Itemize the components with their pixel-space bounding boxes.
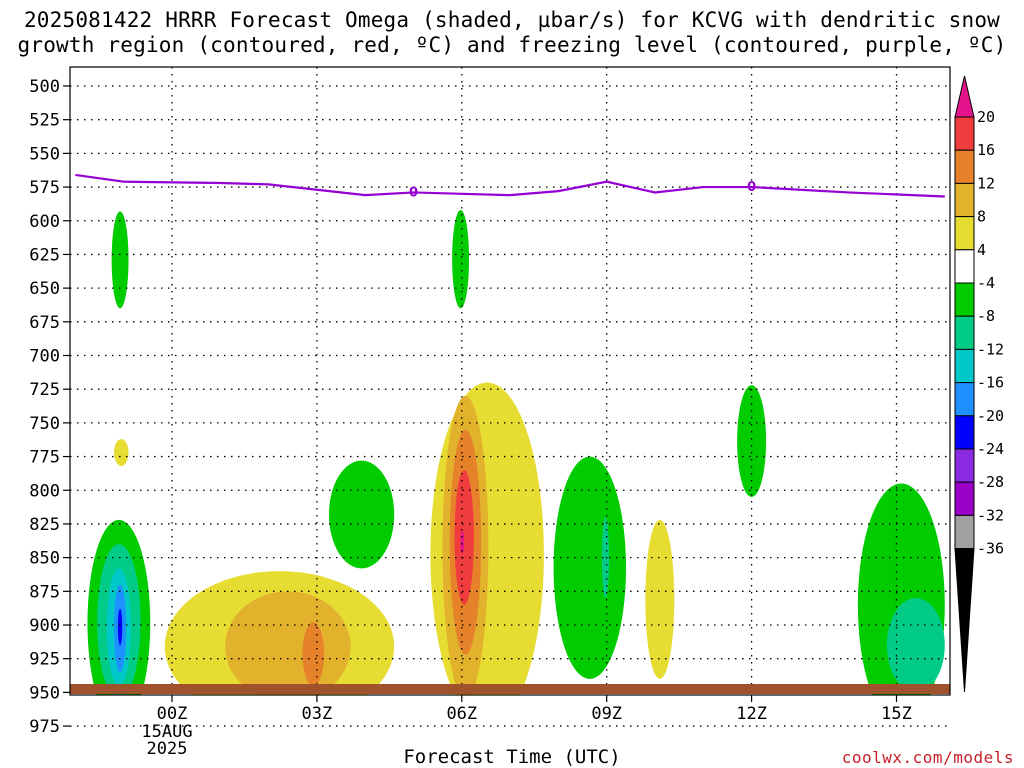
y-tick-label: 625 — [29, 245, 60, 265]
x-tick-sublabel: 2025 — [147, 739, 188, 759]
colorbar-label: 16 — [977, 141, 995, 159]
omega-region-0 — [111, 211, 129, 309]
omega-region-16 — [645, 519, 675, 679]
colorbar-label: -32 — [977, 506, 1004, 524]
omega-shaded-regions — [87, 209, 945, 695]
colorbar-top-arrow — [954, 75, 975, 118]
y-tick-label: 800 — [29, 481, 60, 501]
omega-region-1 — [452, 209, 470, 309]
x-tick-label: 15Z — [881, 704, 912, 724]
y-tick-label: 925 — [29, 650, 60, 670]
omega-region-2 — [737, 385, 767, 497]
colorbar-segment — [954, 116, 975, 151]
y-tick-label: 650 — [29, 279, 60, 299]
y-tick-label: 825 — [29, 515, 60, 535]
omega-region-12 — [886, 598, 945, 693]
y-tick-label: 575 — [29, 178, 60, 198]
colorbar-label: -8 — [977, 307, 995, 325]
x-tick-sublabel: 15AUG — [141, 722, 192, 742]
omega-region-3 — [328, 460, 395, 569]
colorbar-label: -12 — [977, 340, 1004, 358]
y-tick-label: 775 — [29, 448, 60, 468]
colorbar-label: 8 — [977, 208, 986, 226]
colorbar-segment — [954, 514, 975, 550]
y-tick-label: 525 — [29, 111, 60, 131]
colorbar-label: 4 — [977, 241, 986, 259]
colorbar-segment — [954, 415, 975, 450]
plot-frame — [69, 66, 951, 696]
y-tick-label: 975 — [29, 717, 60, 737]
freezing-level-label: 0 — [747, 180, 756, 195]
chart-title: 2025081422 HRRR Forecast Omega (shaded, … — [0, 8, 1024, 58]
y-tick-label: 950 — [29, 683, 60, 703]
colorbar-segment — [954, 315, 975, 350]
colorbar-label: 20 — [977, 108, 995, 126]
title-line-1: 2025081422 HRRR Forecast Omega (shaded, … — [23, 8, 1001, 32]
colorbar-label: -20 — [977, 407, 1004, 425]
colorbar-segment — [954, 282, 975, 317]
freezing-level-line — [75, 173, 945, 198]
colorbar-label: -4 — [977, 274, 995, 292]
colorbar-segment — [954, 348, 975, 384]
y-tick-label: 700 — [29, 347, 60, 367]
x-tick-label: 03Z — [302, 704, 333, 724]
y-tick-label: 675 — [29, 313, 60, 333]
y-axis-ticks: 500 525 550 575 600 625 650 675 700 725 750 775 800 8… — [29, 77, 70, 737]
x-tick-label: 09Z — [591, 704, 622, 724]
omega-region-13 — [114, 439, 129, 466]
colorbar-segment — [954, 249, 975, 284]
colorbar: 20 16 12 8 4 -4 -8 -12 -16 -20 -24 -28 -32 -36 — [954, 75, 1004, 693]
colorbar-label: -24 — [977, 440, 1004, 458]
omega-region-4 — [553, 456, 627, 679]
y-tick-label: 750 — [29, 414, 60, 434]
terrain-band — [70, 684, 950, 694]
colorbar-segment — [954, 382, 975, 417]
x-tick-label: 06Z — [446, 704, 477, 724]
colorbar-label: 12 — [977, 174, 995, 192]
colorbar-segment — [954, 481, 975, 516]
y-tick-label: 875 — [29, 582, 60, 602]
colorbar-segment — [954, 448, 975, 483]
y-tick-label: 600 — [29, 212, 60, 232]
y-tick-label: 550 — [29, 144, 60, 164]
site-credit: coolwx.com/models — [841, 748, 1014, 767]
y-tick-label: 850 — [29, 549, 60, 569]
colorbar-segment — [954, 182, 975, 218]
colorbar-segment — [954, 149, 975, 184]
omega-region-19 — [302, 622, 325, 686]
colorbar-label: -28 — [977, 473, 1004, 491]
freezing-level-label: 0 — [409, 185, 418, 200]
x-tick-label: 12Z — [736, 704, 767, 724]
y-tick-label: 500 — [29, 77, 60, 97]
y-tick-label: 900 — [29, 616, 60, 636]
colorbar-segment — [954, 216, 975, 251]
colorbar-label: -16 — [977, 374, 1004, 392]
colorbar-bottom-arrow — [954, 548, 975, 693]
omega-region-21 — [454, 470, 474, 605]
x-axis-label: Forecast Time (UTC) — [403, 746, 621, 768]
y-tick-label: 725 — [29, 380, 60, 400]
title-line-2: growth region (contoured, red, ºC) and f… — [17, 33, 1007, 57]
x-tick-label: 00Z — [157, 704, 188, 724]
colorbar-label: -36 — [977, 540, 1004, 558]
omega-region-10 — [117, 608, 123, 646]
